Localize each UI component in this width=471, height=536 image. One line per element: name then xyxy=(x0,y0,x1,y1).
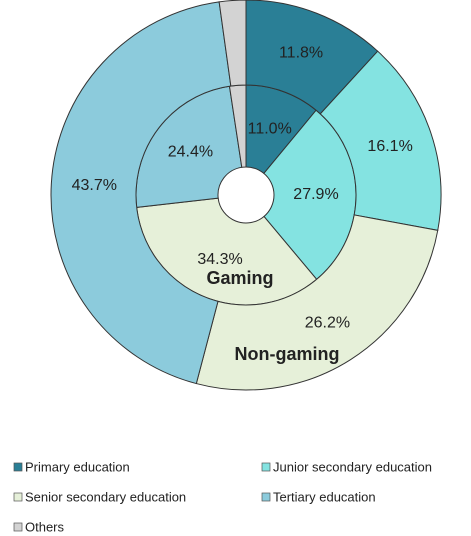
data-label: 27.9% xyxy=(293,186,338,203)
slice xyxy=(218,0,247,87)
legend-swatch xyxy=(13,492,23,502)
legend-label: Junior secondary education xyxy=(273,459,432,474)
slice xyxy=(50,1,232,385)
legend-swatch xyxy=(261,492,271,502)
legend-swatch xyxy=(13,462,23,472)
data-label: 11.8% xyxy=(279,45,323,62)
legend-label: Senior secondary education xyxy=(25,489,186,504)
legend-swatch xyxy=(13,522,23,532)
legend-label: Tertiary education xyxy=(273,489,376,504)
data-label: 16.1% xyxy=(367,138,412,155)
data-label: 11.0% xyxy=(248,120,292,137)
series-label: Non-gaming xyxy=(235,344,340,364)
legend-label: Primary education xyxy=(25,459,130,474)
data-label: 43.7% xyxy=(72,177,117,194)
legend-label: Others xyxy=(25,519,65,534)
series-label: Gaming xyxy=(206,268,273,288)
slice xyxy=(195,214,439,391)
data-label: 34.3% xyxy=(197,251,242,268)
data-label: 26.2% xyxy=(305,315,350,332)
legend-swatch xyxy=(261,462,271,472)
data-label: 24.4% xyxy=(168,144,213,161)
